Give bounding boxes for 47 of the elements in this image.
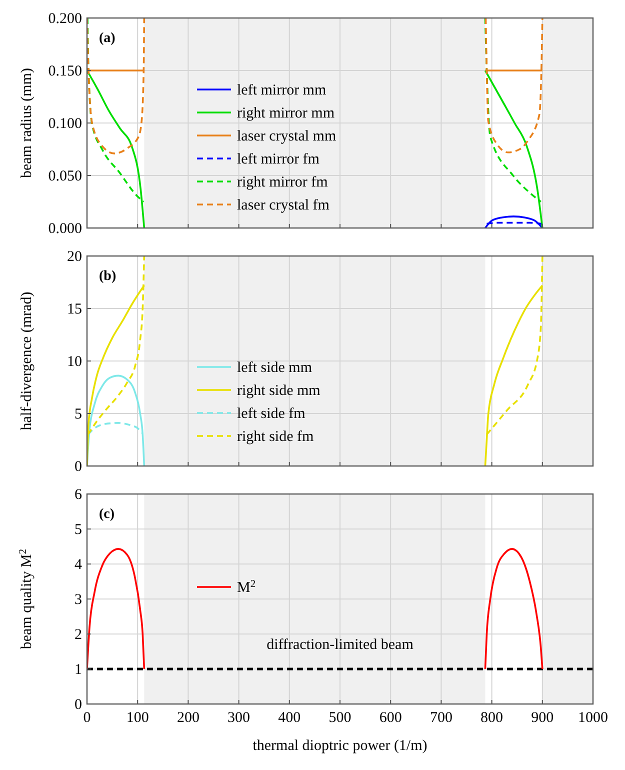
y-tick-label: 6 bbox=[74, 487, 82, 503]
legend-label: left side fm bbox=[237, 406, 306, 422]
annotation: (c) bbox=[99, 507, 115, 522]
y-tick-label: 3 bbox=[74, 592, 82, 608]
y-axis-title: beam radius (mm) bbox=[19, 68, 35, 178]
x-tick-label: 300 bbox=[228, 710, 250, 726]
legend-label: laser crystal fm bbox=[237, 198, 330, 214]
y-tick-label: 0 bbox=[74, 697, 82, 713]
y-tick-label: 0.200 bbox=[48, 11, 82, 27]
y-tick-label: 10 bbox=[67, 354, 82, 370]
y-tick-label: 0.050 bbox=[48, 168, 82, 184]
y-tick-label: 15 bbox=[67, 302, 82, 318]
legend-label: right side mm bbox=[237, 383, 321, 399]
legend-label: M$^{2}$ bbox=[237, 578, 256, 596]
y-tick-label: 4 bbox=[74, 557, 82, 573]
y-tick-label: 1 bbox=[74, 662, 82, 678]
y-tick-label: 2 bbox=[74, 627, 82, 643]
y-tick-label: 0.150 bbox=[48, 64, 82, 80]
annotation: (a) bbox=[99, 31, 116, 46]
y-tick-label: 0 bbox=[74, 459, 82, 475]
y-tick-label: 5 bbox=[74, 522, 82, 538]
y-tick-label: 0.000 bbox=[48, 221, 82, 237]
legend-label: left side mm bbox=[237, 360, 312, 376]
x-tick-label: 500 bbox=[328, 710, 352, 726]
legend-label: right side fm bbox=[237, 429, 314, 445]
y-tick-label: 0.100 bbox=[48, 116, 82, 132]
legend-label: right mirror mm bbox=[237, 106, 335, 122]
x-tick-label: 400 bbox=[278, 710, 301, 726]
legend-label: right mirror fm bbox=[237, 174, 328, 190]
y-tick-label: 5 bbox=[74, 406, 82, 422]
x-tick-label: 200 bbox=[176, 710, 200, 726]
x-axis-title: thermal dioptric power (1/m) bbox=[252, 738, 428, 754]
annotation: (b) bbox=[99, 269, 116, 284]
y-axis-title: half-divergence (mrad) bbox=[19, 292, 35, 430]
x-tick-label: 1000 bbox=[578, 710, 608, 726]
x-tick-label: 700 bbox=[430, 710, 452, 726]
legend-label: laser crystal mm bbox=[237, 128, 336, 144]
ref-line-label: diffraction-limited beam bbox=[266, 637, 414, 653]
x-tick-label: 800 bbox=[480, 710, 504, 726]
legend-label: left mirror mm bbox=[237, 82, 326, 98]
legend-label: left mirror fm bbox=[237, 152, 320, 168]
x-tick-label: 600 bbox=[379, 710, 402, 726]
x-tick-label: 900 bbox=[531, 710, 554, 726]
line-series bbox=[484, 216, 544, 228]
x-tick-label: 100 bbox=[126, 710, 149, 726]
y-tick-label: 20 bbox=[67, 249, 82, 265]
line-series bbox=[87, 374, 146, 466]
